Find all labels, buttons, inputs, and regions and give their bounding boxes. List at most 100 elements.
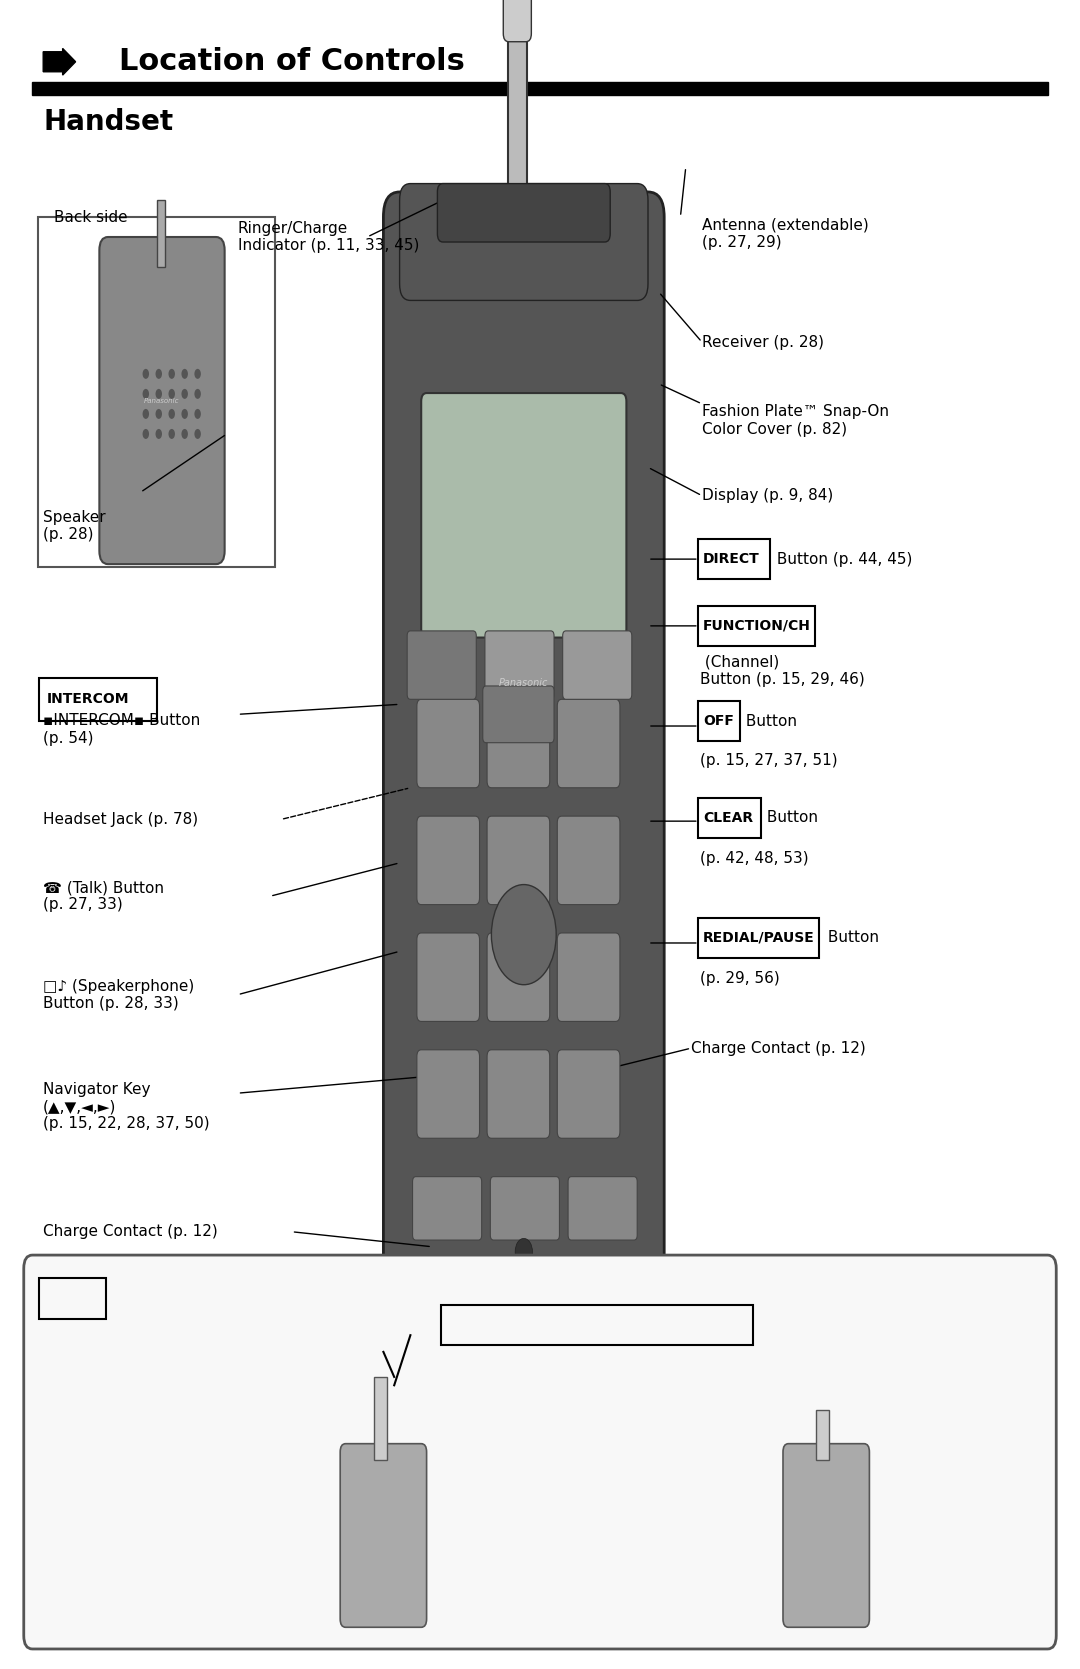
FancyBboxPatch shape: [340, 1444, 427, 1627]
Circle shape: [181, 369, 188, 379]
Text: Ringer/Charge
Indicator (p. 11, 33, 45): Ringer/Charge Indicator (p. 11, 33, 45): [238, 220, 419, 254]
Circle shape: [194, 369, 201, 379]
FancyBboxPatch shape: [490, 1177, 559, 1240]
Text: (p. 15, 27, 37, 51): (p. 15, 27, 37, 51): [700, 753, 837, 768]
FancyBboxPatch shape: [437, 184, 610, 242]
Circle shape: [168, 369, 175, 379]
Text: Location of Controls: Location of Controls: [119, 47, 464, 77]
Text: You can even use the
handset without
extending the antenna.
But for best
perform: You can even use the handset without ext…: [65, 1332, 238, 1465]
Text: Speaker
(p. 28): Speaker (p. 28): [43, 509, 106, 542]
Circle shape: [168, 429, 175, 439]
Circle shape: [143, 409, 149, 419]
FancyBboxPatch shape: [417, 699, 480, 788]
Text: ▪INTERCOM▪ Button
(p. 54): ▪INTERCOM▪ Button (p. 54): [43, 713, 201, 746]
FancyBboxPatch shape: [413, 1177, 482, 1240]
FancyBboxPatch shape: [563, 631, 632, 699]
FancyBboxPatch shape: [417, 816, 480, 905]
Text: (p. 29, 56): (p. 29, 56): [700, 971, 780, 986]
Bar: [157, 200, 165, 267]
FancyBboxPatch shape: [487, 933, 550, 1021]
Circle shape: [194, 389, 201, 399]
Text: Button (p. 44, 45): Button (p. 44, 45): [772, 552, 913, 566]
Bar: [816, 1410, 829, 1460]
Circle shape: [156, 409, 162, 419]
Circle shape: [181, 389, 188, 399]
Text: (p. 56, 57, 74): (p. 56, 57, 74): [443, 1355, 552, 1370]
Text: Handset: Handset: [43, 108, 173, 135]
Circle shape: [156, 369, 162, 379]
Text: Microphone (p. 28, 33): Microphone (p. 28, 33): [583, 1287, 757, 1300]
FancyBboxPatch shape: [503, 0, 531, 42]
Text: Back side: Back side: [54, 210, 127, 225]
Text: □♪ (Speakerphone)
Button (p. 28, 33): □♪ (Speakerphone) Button (p. 28, 33): [43, 978, 194, 1011]
FancyBboxPatch shape: [407, 631, 476, 699]
Bar: [443, 1263, 470, 1293]
FancyBboxPatch shape: [568, 1177, 637, 1240]
Text: Panasonic: Panasonic: [145, 397, 179, 404]
Bar: [32, 82, 1048, 95]
FancyBboxPatch shape: [557, 699, 620, 788]
Text: How to handle the handset antenna:: How to handle the handset antenna:: [65, 1293, 407, 1312]
FancyBboxPatch shape: [383, 192, 664, 1327]
Circle shape: [515, 1238, 532, 1265]
Text: FLASH/CALL WAIT/PLAYBACK: FLASH/CALL WAIT/PLAYBACK: [446, 1319, 672, 1332]
FancyBboxPatch shape: [557, 816, 620, 905]
Text: REDIAL/PAUSE: REDIAL/PAUSE: [703, 931, 814, 945]
Circle shape: [143, 389, 149, 399]
FancyBboxPatch shape: [483, 686, 554, 743]
Bar: [374, 1377, 387, 1460]
Circle shape: [168, 389, 175, 399]
Text: TONE: TONE: [44, 1292, 86, 1305]
Circle shape: [143, 369, 149, 379]
Text: Charge Contact (p. 12): Charge Contact (p. 12): [43, 1225, 218, 1238]
FancyBboxPatch shape: [24, 1255, 1056, 1649]
Circle shape: [491, 885, 556, 985]
FancyBboxPatch shape: [487, 699, 550, 788]
Text: Panasonic: Panasonic: [499, 679, 549, 688]
FancyBboxPatch shape: [400, 184, 648, 300]
Text: DIRECT: DIRECT: [703, 552, 760, 566]
FancyBboxPatch shape: [421, 394, 626, 638]
Text: Receiver (p. 28): Receiver (p. 28): [702, 335, 824, 349]
Text: OFF: OFF: [703, 714, 734, 728]
Bar: [508, 0, 527, 200]
Text: Display (p. 9, 84): Display (p. 9, 84): [702, 489, 834, 502]
FancyBboxPatch shape: [485, 631, 554, 699]
FancyBboxPatch shape: [417, 933, 480, 1021]
Text: INTERCOM: INTERCOM: [46, 693, 129, 706]
FancyArrow shape: [43, 48, 76, 75]
Circle shape: [156, 389, 162, 399]
FancyBboxPatch shape: [99, 237, 225, 564]
Circle shape: [143, 429, 149, 439]
Text: Button: Button: [741, 714, 797, 728]
Text: FUNCTION/CH: FUNCTION/CH: [703, 619, 811, 633]
Circle shape: [181, 409, 188, 419]
FancyBboxPatch shape: [487, 1050, 550, 1138]
Bar: [572, 1263, 599, 1293]
Text: (Channel)
Button (p. 15, 29, 46): (Channel) Button (p. 15, 29, 46): [700, 654, 865, 686]
FancyBboxPatch shape: [487, 816, 550, 905]
Text: To put away the
antenna, slide
down vertically
holding the lower
part until it s: To put away the antenna, slide down vert…: [583, 1332, 714, 1425]
Text: Navigator Key
(▲,▼,◄,►)
(p. 15, 22, 28, 37, 50): Navigator Key (▲,▼,◄,►) (p. 15, 22, 28, …: [43, 1082, 210, 1132]
Text: Button: Button: [823, 931, 879, 945]
Circle shape: [181, 429, 188, 439]
Text: 8: 8: [43, 1624, 57, 1644]
FancyBboxPatch shape: [557, 1050, 620, 1138]
FancyBboxPatch shape: [38, 217, 275, 567]
Text: (p. 42, 48, 53): (p. 42, 48, 53): [700, 851, 809, 866]
FancyBboxPatch shape: [783, 1444, 869, 1627]
Text: ☎ (Talk) Button
(p. 27, 33): ☎ (Talk) Button (p. 27, 33): [43, 880, 164, 913]
Circle shape: [156, 429, 162, 439]
Text: CLEAR: CLEAR: [703, 811, 753, 824]
Circle shape: [194, 429, 201, 439]
Text: Fashion Plate™ Snap-On
Color Cover (p. 82): Fashion Plate™ Snap-On Color Cover (p. 8…: [702, 404, 889, 437]
Circle shape: [194, 409, 201, 419]
Text: Charge Contact (p. 12): Charge Contact (p. 12): [691, 1041, 866, 1055]
Text: Headset Jack (p. 78): Headset Jack (p. 78): [43, 813, 199, 826]
FancyBboxPatch shape: [557, 933, 620, 1021]
Circle shape: [168, 409, 175, 419]
Text: Button (p. 57): Button (p. 57): [108, 1292, 219, 1305]
Text: Antenna (extendable)
(p. 27, 29): Antenna (extendable) (p. 27, 29): [702, 217, 868, 250]
Text: Button: Button: [756, 1319, 812, 1332]
Text: Button: Button: [762, 811, 819, 824]
